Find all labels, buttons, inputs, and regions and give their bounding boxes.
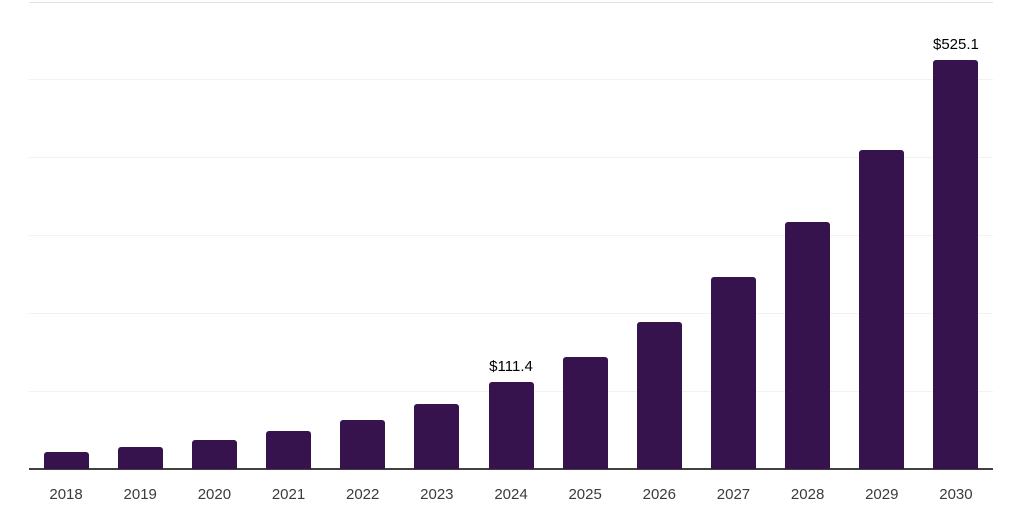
x-tick-label-2022: 2022 (346, 486, 380, 503)
x-tick-label-2020: 2020 (197, 486, 232, 503)
value-label-2024: $111.4 (489, 358, 533, 376)
plot-area: $111.4 $525.1 (29, 1, 993, 470)
bar-2026 (636, 322, 682, 469)
bar-2024 (488, 382, 534, 469)
bar-2019 (117, 446, 163, 469)
bar-2027 (710, 277, 756, 469)
bar-2020 (191, 440, 237, 469)
x-tick-label-2026: 2026 (642, 486, 676, 503)
x-tick-label-2028: 2028 (790, 486, 825, 503)
bar-2022 (340, 419, 386, 469)
bar-2023 (414, 403, 460, 469)
bar-2029 (859, 149, 905, 469)
value-label-2030: $525.1 (932, 36, 979, 54)
bar-2028 (785, 222, 831, 469)
gridline-300 (29, 235, 993, 236)
bar-2018 (43, 451, 89, 469)
gridline-500 (29, 79, 993, 81)
x-tick-label-2029: 2029 (865, 486, 899, 503)
bar-2030 (933, 60, 979, 469)
x-tick-label-2025: 2025 (568, 486, 602, 503)
bar-2021 (266, 431, 312, 469)
x-tick-label-2019: 2019 (123, 486, 157, 503)
x-axis-line (29, 468, 993, 470)
x-tick-label-2018: 2018 (49, 486, 83, 503)
bar-2025 (562, 356, 608, 469)
gridline-400 (29, 157, 993, 159)
gridline-200 (29, 312, 993, 314)
x-tick-label-2023: 2023 (420, 486, 454, 503)
x-tick-label-2024: 2024 (494, 486, 528, 503)
gridline-600 (29, 1, 993, 3)
x-tick-label-2021: 2021 (271, 486, 306, 503)
x-tick-label-2027: 2027 (716, 486, 751, 503)
x-tick-label-2030: 2030 (939, 486, 973, 503)
